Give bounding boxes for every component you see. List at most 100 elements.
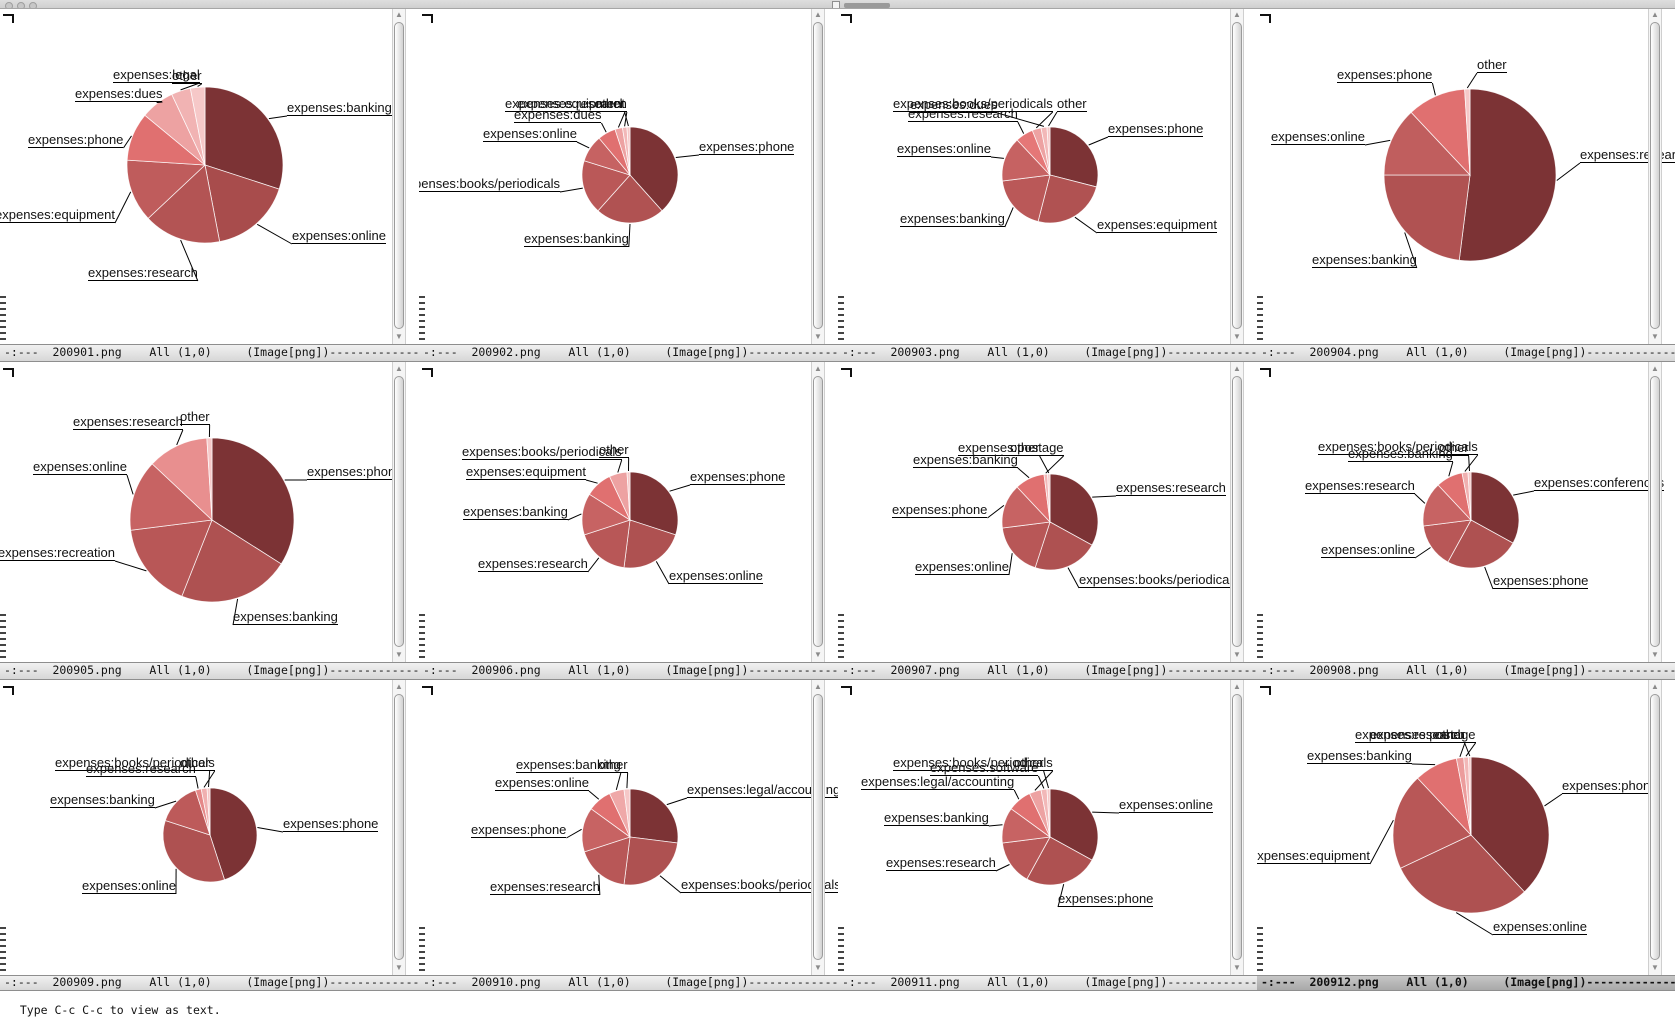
scroll-up-arrow-icon[interactable]: ▲ [393,363,405,375]
empty-lines-fringe-icon [838,614,844,658]
mode-line-200904.png[interactable]: -:--- 200904.png All (1,0) (Image[png])-… [1257,344,1675,362]
scroll-up-arrow-icon[interactable]: ▲ [1649,9,1661,21]
vertical-scrollbar[interactable]: ▲▼ [811,362,825,662]
close-button[interactable] [5,2,13,9]
mode-line-200906.png[interactable]: -:--- 200906.png All (1,0) (Image[png])-… [419,662,838,680]
scroll-up-arrow-icon[interactable]: ▲ [1231,681,1243,693]
scroll-down-arrow-icon[interactable]: ▼ [1231,331,1243,343]
vertical-scrollbar[interactable]: ▲▼ [392,8,406,344]
scroll-up-arrow-icon[interactable]: ▲ [812,363,824,375]
mode-line-200902.png[interactable]: -:--- 200902.png All (1,0) (Image[png])-… [419,344,838,362]
scrollbar-thumb[interactable] [1650,22,1660,329]
mode-line-200911.png[interactable]: -:--- 200911.png All (1,0) (Image[png])-… [838,975,1257,991]
scroll-down-arrow-icon[interactable]: ▼ [1231,962,1243,974]
scroll-down-arrow-icon[interactable]: ▼ [812,649,824,661]
buffer-boundary-top-icon [1260,368,1271,377]
scrollbar-thumb[interactable] [1650,376,1660,647]
label-leader-line [1089,137,1108,145]
mode-line-200905.png[interactable]: -:--- 200905.png All (1,0) (Image[png])-… [0,662,419,680]
scrollbar-thumb[interactable] [813,694,823,960]
vertical-scrollbar[interactable]: ▲▼ [392,680,406,975]
pie-slice-label: expenses:online [1271,130,1365,145]
scrollbar-thumb[interactable] [394,694,404,960]
scroll-down-arrow-icon[interactable]: ▼ [1649,331,1661,343]
mode-line-200912.png[interactable]: -:--- 200912.png All (1,0) (Image[png])-… [1257,975,1675,991]
pie-slice-label: expenses:banking [900,212,1005,227]
mode-line-200909.png[interactable]: -:--- 200909.png All (1,0) (Image[png])-… [0,975,419,991]
scrollbar-thumb[interactable] [394,376,404,647]
pie-slice-label: expenses:dues [514,108,601,123]
vertical-scrollbar[interactable]: ▲▼ [1648,8,1662,344]
scroll-up-arrow-icon[interactable]: ▲ [812,681,824,693]
vertical-scrollbar[interactable]: ▲▼ [1230,680,1244,975]
scroll-up-arrow-icon[interactable]: ▲ [393,9,405,21]
scroll-down-arrow-icon[interactable]: ▼ [812,331,824,343]
pie-slice-label: other [172,69,202,84]
pie-slice-label: expenses:phone [1337,68,1432,83]
pie-slice-label: expenses:banking [524,232,629,247]
pie-slice-label: expenses:research [908,107,1018,122]
label-leader-line [1485,567,1493,589]
scroll-down-arrow-icon[interactable]: ▼ [393,649,405,661]
scrollbar-thumb[interactable] [394,22,404,329]
minimize-button[interactable] [17,2,25,9]
scroll-down-arrow-icon[interactable]: ▼ [393,962,405,974]
label-leader-line [1040,456,1049,473]
scroll-down-arrow-icon[interactable]: ▼ [1649,962,1661,974]
scroll-up-arrow-icon[interactable]: ▲ [1649,681,1661,693]
label-leader-line [1545,794,1563,806]
scroll-down-arrow-icon[interactable]: ▼ [1649,649,1661,661]
pie-slice-label: expenses:online [292,229,386,244]
label-leader-line [1412,764,1435,765]
scroll-down-arrow-icon[interactable]: ▼ [812,962,824,974]
scrollbar-thumb[interactable] [1232,376,1242,647]
vertical-scrollbar[interactable]: ▲▼ [1648,680,1662,975]
mode-line-200907.png[interactable]: -:--- 200907.png All (1,0) (Image[png])-… [838,662,1257,680]
scrollbar-thumb[interactable] [1232,22,1242,329]
vertical-scrollbar[interactable]: ▲▼ [1648,362,1662,662]
pie-slice-label: expenses:legal/accounting [861,775,1014,790]
vertical-scrollbar[interactable]: ▲▼ [1230,362,1244,662]
window-title [844,3,890,8]
scroll-down-arrow-icon[interactable]: ▼ [393,331,405,343]
pie-slice-label: expenses:online [82,879,176,894]
pie-slice-label: expenses:banking [913,453,1018,468]
scroll-down-arrow-icon[interactable]: ▼ [1231,649,1243,661]
zoom-button[interactable] [29,2,37,9]
vertical-scrollbar[interactable]: ▲▼ [811,680,825,975]
pie-slice-label: expenses:research [1116,481,1226,496]
mode-line-200903.png[interactable]: -:--- 200903.png All (1,0) (Image[png])-… [838,344,1257,362]
scroll-up-arrow-icon[interactable]: ▲ [1649,363,1661,375]
scrollbar-thumb[interactable] [1650,694,1660,960]
empty-lines-fringe-icon [838,296,844,340]
buffer-boundary-top-icon [3,686,14,695]
label-leader-line [667,798,687,805]
scroll-up-arrow-icon[interactable]: ▲ [1231,9,1243,21]
scrollbar-thumb[interactable] [813,22,823,329]
scrollbar-thumb[interactable] [1232,694,1242,960]
echo-area-minibuffer[interactable]: Type C-c C-c to view as text. [0,991,1675,1004]
label-leader-line [1068,568,1079,588]
mode-line-200908.png[interactable]: -:--- 200908.png All (1,0) (Image[png])-… [1257,662,1675,680]
label-leader-line [996,865,1010,872]
vertical-scrollbar[interactable]: ▲▼ [1230,8,1244,344]
scroll-up-arrow-icon[interactable]: ▲ [812,9,824,21]
scroll-up-arrow-icon[interactable]: ▲ [393,681,405,693]
scroll-up-arrow-icon[interactable]: ▲ [1231,363,1243,375]
vertical-scrollbar[interactable]: ▲▼ [811,8,825,344]
pie-slice-label: expenses:banking [463,505,568,520]
pie-slice-label: expenses:phone [307,465,402,480]
label-leader-line [1365,140,1390,145]
label-leader-line [618,460,622,473]
vertical-scrollbar[interactable]: ▲▼ [392,362,406,662]
scrollbar-thumb[interactable] [813,376,823,647]
pie-slice-label: expenses:banking [884,811,989,826]
mode-line-200910.png[interactable]: -:--- 200910.png All (1,0) (Image[png])-… [419,975,838,991]
label-leader-line [1092,812,1119,813]
mode-line-200901.png[interactable]: -:--- 200901.png All (1,0) (Image[png])-… [0,344,419,362]
label-leader-line [1018,122,1024,134]
buffer-boundary-top-icon [1260,14,1271,23]
